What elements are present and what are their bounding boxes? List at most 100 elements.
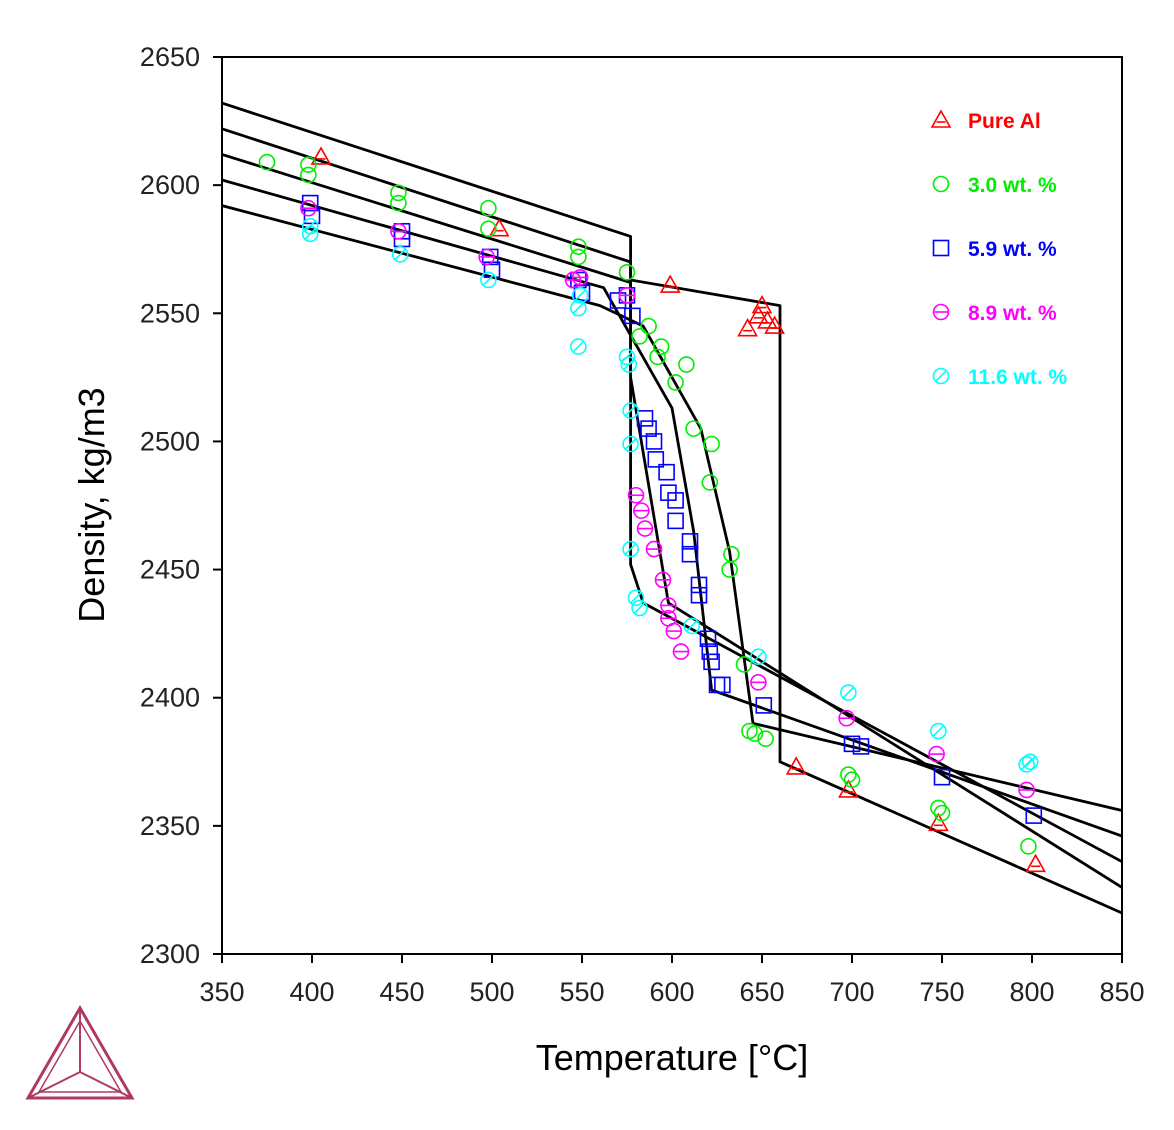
data-point — [751, 294, 773, 314]
data-point — [622, 540, 639, 558]
data-point — [480, 271, 497, 289]
data-markers — [258, 146, 1046, 873]
data-point — [746, 725, 764, 742]
data-point — [737, 318, 758, 337]
data-point — [391, 246, 409, 263]
data-point — [659, 274, 681, 293]
data-point — [714, 676, 731, 694]
x-tick-label: 800 — [1009, 977, 1054, 1007]
data-point — [658, 463, 675, 481]
data-point — [647, 451, 665, 468]
data-point — [930, 799, 947, 817]
data-point — [636, 520, 654, 537]
data-point — [645, 433, 663, 450]
data-point — [636, 410, 654, 427]
legend-marker — [930, 109, 952, 128]
data-point — [1025, 807, 1043, 824]
y-tick-label: 2500 — [140, 426, 200, 456]
data-point — [652, 338, 670, 355]
x-tick-label: 700 — [829, 977, 874, 1007]
data-point — [665, 622, 683, 640]
data-point — [622, 402, 639, 419]
data-point — [300, 199, 317, 217]
x-tick-label: 600 — [649, 977, 694, 1007]
y-tick-label: 2300 — [140, 939, 200, 969]
data-point — [840, 684, 857, 701]
data-point — [627, 589, 645, 607]
data-point — [928, 745, 945, 763]
y-tick-label: 2350 — [140, 811, 200, 841]
data-point — [690, 586, 708, 604]
data-point — [838, 779, 859, 798]
data-point — [672, 643, 690, 660]
data-point — [703, 653, 720, 671]
x-tick-label: 750 — [919, 977, 964, 1007]
data-point — [570, 338, 587, 355]
data-point — [843, 771, 861, 789]
data-point — [701, 474, 719, 491]
x-tick-label: 850 — [1099, 977, 1144, 1007]
data-point — [755, 697, 773, 714]
y-tick-label: 2650 — [140, 42, 200, 72]
data-point — [570, 299, 587, 317]
y-tick-label: 2600 — [140, 170, 200, 200]
data-point — [645, 540, 663, 558]
legend-marker — [932, 175, 950, 193]
data-point — [701, 643, 719, 660]
data-point — [703, 435, 720, 453]
data-point — [785, 756, 807, 775]
x-axis-title: Temperature [°C] — [536, 1037, 809, 1078]
data-point — [681, 533, 699, 550]
data-point — [570, 248, 587, 266]
x-tick-label: 550 — [559, 977, 604, 1007]
data-point — [667, 492, 684, 509]
data-point — [654, 571, 672, 589]
legend: Pure Al 3.0 wt. % 5.9 wt. % 8.9 wt. % 11.6 w… — [930, 109, 1068, 389]
x-tick-label: 350 — [199, 977, 244, 1007]
data-point — [300, 156, 317, 173]
data-point — [1025, 853, 1046, 873]
legend-label: 5.9 wt. % — [968, 238, 1057, 261]
model-line — [221, 178, 1123, 838]
data-point — [764, 315, 785, 334]
data-point — [310, 146, 332, 165]
data-point — [620, 356, 638, 373]
data-point — [478, 248, 495, 266]
data-point — [683, 617, 701, 635]
data-point — [667, 512, 684, 530]
data-point — [480, 220, 497, 238]
model-line — [221, 153, 1123, 863]
data-point — [631, 328, 648, 345]
data-point — [618, 263, 636, 281]
y-tick-label: 2400 — [140, 683, 200, 713]
y-tick-label: 2550 — [140, 298, 200, 328]
data-point — [618, 287, 636, 304]
data-point — [633, 502, 650, 519]
data-point — [640, 420, 657, 437]
data-point — [735, 656, 753, 673]
data-point — [930, 722, 947, 740]
data-point — [750, 648, 767, 666]
data-point — [1018, 781, 1035, 799]
data-point — [928, 812, 949, 832]
data-point — [571, 269, 589, 286]
thermo-calc-logo — [25, 1005, 135, 1100]
data-point — [852, 738, 870, 755]
data-point — [690, 576, 708, 594]
data-point — [933, 768, 951, 786]
data-point — [667, 374, 684, 391]
legend-label: Pure Al — [968, 110, 1041, 133]
data-point — [622, 435, 639, 453]
data-point — [723, 545, 740, 563]
legend-marker — [932, 303, 950, 321]
data-point — [258, 153, 276, 171]
data-point — [631, 599, 648, 617]
data-point — [840, 766, 857, 783]
y-tick-label: 2450 — [140, 555, 200, 585]
x-tick-label: 500 — [469, 977, 514, 1007]
x-axis: 350 400 450 500 550 600 650 700 750 800 850 — [199, 954, 1145, 1007]
data-point — [721, 561, 738, 578]
data-point — [640, 317, 657, 335]
data-point — [1020, 838, 1037, 855]
model-line — [221, 101, 1123, 915]
